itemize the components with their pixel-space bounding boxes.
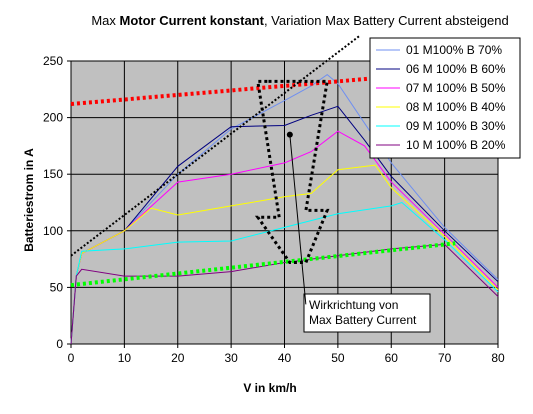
- x-tick-label: 50: [331, 351, 345, 365]
- x-tick-label: 10: [118, 351, 132, 365]
- x-tick-label: 40: [278, 351, 292, 365]
- annotation-box: [303, 293, 431, 333]
- x-tick-label: 0: [68, 351, 75, 365]
- x-tick-label: 80: [491, 351, 505, 365]
- direction-arrow: [254, 79, 330, 264]
- y-tick-label: 0: [56, 337, 63, 351]
- x-tick-label: 20: [171, 351, 185, 365]
- x-tick-label: 30: [224, 351, 238, 365]
- x-tick-label: 70: [438, 351, 452, 365]
- series-line-6: [70, 243, 499, 345]
- y-axis-label: Batteriestrom in A: [22, 148, 36, 252]
- legend-entry: 09 M 100% B 30%: [406, 119, 506, 133]
- title-part: Max: [91, 13, 119, 28]
- chart-title: Max Motor Current konstant, Variation Ma…: [91, 13, 508, 28]
- legend-entry: 01 M100% B 70%: [406, 43, 502, 57]
- annotation-text: Max Battery Current: [309, 313, 417, 327]
- series-line-4: [70, 164, 499, 345]
- annotation-text: Wirkrichtung von: [309, 298, 398, 312]
- legend-entry: 07 M 100% B 50%: [406, 81, 506, 95]
- y-tick-label: 100: [43, 224, 63, 238]
- pointer-line: [289, 134, 307, 305]
- y-tick-label: 50: [50, 280, 64, 294]
- legend-box: [369, 37, 521, 159]
- title-part: , Variation Max Battery Current absteige…: [264, 13, 509, 28]
- trend-dotted-line: [70, 241, 456, 288]
- trend-dotted-line: [70, 35, 360, 257]
- legend-entry: 10 M 100% B 20%: [406, 138, 506, 152]
- series-line-5: [70, 201, 499, 345]
- y-tick-label: 200: [43, 111, 63, 125]
- legend-entry: 06 M 100% B 60%: [406, 62, 506, 76]
- legend-entry: 08 M 100% B 40%: [406, 100, 506, 114]
- x-tick-label: 60: [385, 351, 399, 365]
- pointer-dot: [286, 131, 293, 138]
- x-axis-label: V in km/h: [243, 381, 296, 395]
- title-part: Motor Current konstant: [120, 13, 265, 28]
- legend: 01 M100% B 70% 06 M 100% B 60% 07 M 100% B…: [369, 37, 521, 159]
- tick-labels: 0 10 20 30 40 50 60 70 80 0 50 100 150 200 250: [43, 54, 505, 365]
- y-tick-label: 150: [43, 167, 63, 181]
- axes: [67, 60, 499, 348]
- y-tick-label: 250: [43, 54, 63, 68]
